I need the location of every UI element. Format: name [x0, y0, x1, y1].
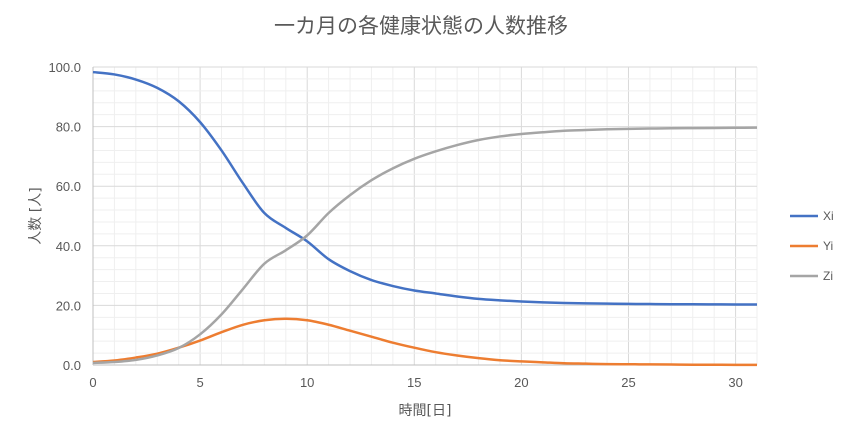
x-tick-label: 5	[196, 375, 203, 390]
legend: Xi Yi Zi	[790, 209, 834, 283]
series-line-yi	[92, 317, 758, 367]
y-tick-label: 80.0	[56, 120, 81, 135]
x-tick-label: 25	[621, 375, 635, 390]
legend-label: Zi	[823, 269, 833, 283]
x-tick-label: 10	[300, 375, 314, 390]
gridlines	[92, 66, 758, 366]
x-axis-ticks: 0 5 10 15 20 25 30	[89, 375, 742, 390]
legend-label: Xi	[823, 209, 834, 223]
series-line-zi	[92, 126, 758, 365]
x-tick-label: 15	[407, 375, 421, 390]
y-tick-label: 0.0	[63, 358, 81, 373]
x-tick-label: 20	[514, 375, 528, 390]
x-tick-label: 0	[89, 375, 96, 390]
y-tick-label: 20.0	[56, 298, 81, 313]
chart-title: 一カ月の各健康状態の人数推移	[274, 14, 568, 38]
series-line-xi	[92, 70, 758, 306]
y-tick-label: 40.0	[56, 239, 81, 254]
y-axis-ticks: 0.0 20.0 40.0 60.0 80.0 100.0	[48, 60, 81, 373]
series-lines	[92, 70, 758, 367]
legend-label: Yi	[823, 239, 833, 253]
x-axis-title: 時間[日]	[399, 403, 452, 419]
y-tick-label: 100.0	[48, 60, 81, 75]
y-axis-title: 人数 [人]	[28, 187, 44, 244]
y-tick-label: 60.0	[56, 179, 81, 194]
x-tick-label: 30	[728, 375, 742, 390]
